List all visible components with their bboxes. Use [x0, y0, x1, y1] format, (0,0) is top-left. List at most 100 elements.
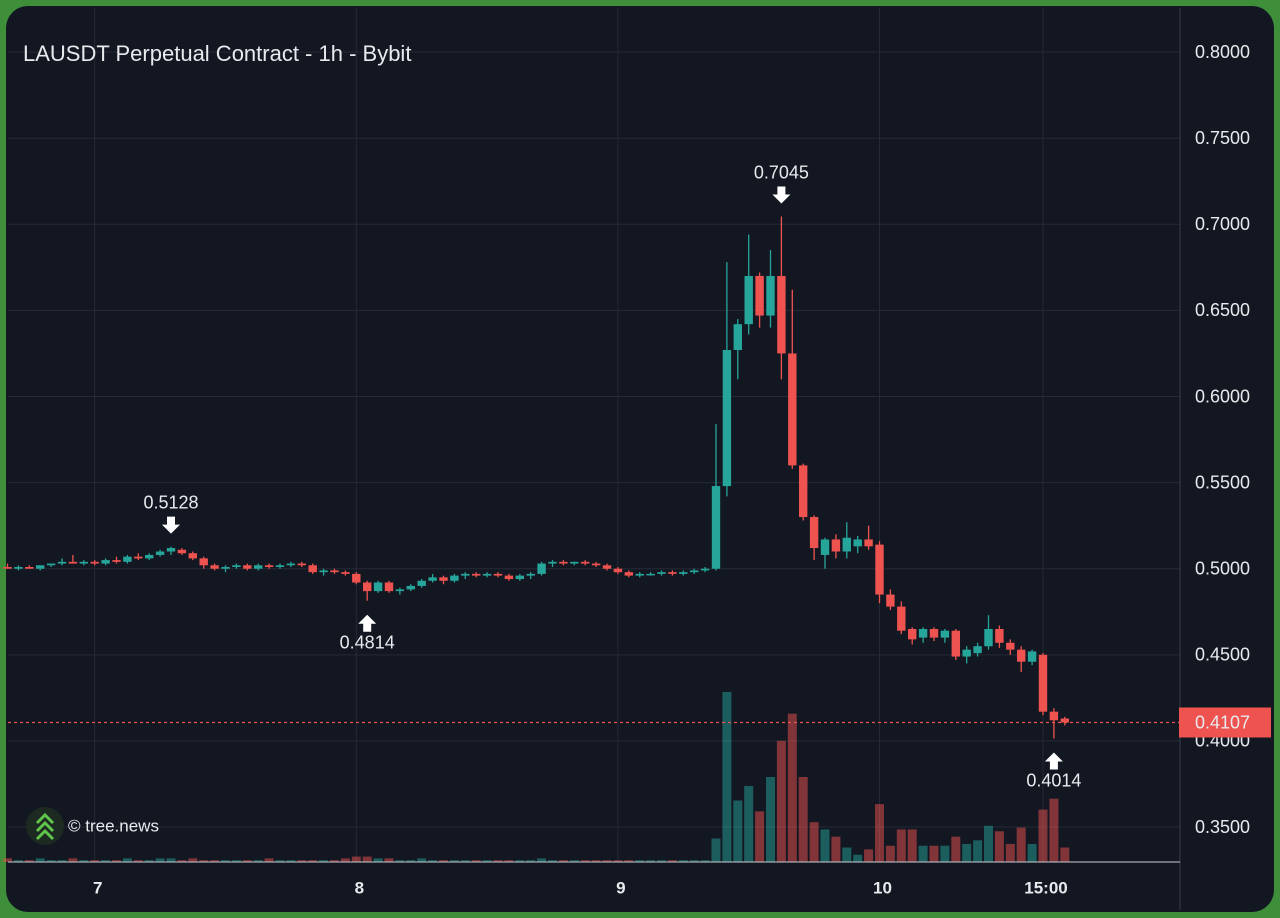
- volume-bar: [526, 860, 536, 862]
- volume-bar: [221, 860, 230, 862]
- candle-body: [548, 561, 557, 564]
- volume-bar: [275, 860, 285, 862]
- x-tick-label: 10: [873, 878, 892, 897]
- last-price-tag: [1179, 707, 1271, 738]
- volume-bar: [994, 831, 1004, 862]
- volume-bar: [286, 860, 296, 862]
- annotation-label: 0.4814: [340, 633, 395, 653]
- candle-body: [112, 560, 121, 562]
- volume-bar: [657, 860, 666, 862]
- candle-body: [777, 275, 786, 354]
- candle-body: [842, 537, 851, 552]
- candle-body: [341, 572, 350, 574]
- volume-bar: [493, 860, 503, 862]
- candle-body: [820, 539, 830, 555]
- candle-body: [330, 570, 339, 573]
- candle-body: [951, 630, 960, 657]
- candle-body: [1038, 654, 1048, 712]
- volume-bar: [57, 860, 67, 862]
- y-tick-label: 0.5000: [1195, 558, 1250, 578]
- volume-bar: [3, 858, 12, 862]
- candle-body: [733, 324, 742, 351]
- last-price-label: 0.4107: [1195, 712, 1250, 732]
- candle-body: [221, 567, 230, 569]
- volume-bar: [1027, 843, 1037, 862]
- volume-bar: [842, 847, 852, 862]
- candle-body: [537, 563, 546, 574]
- volume-bar: [558, 860, 568, 862]
- candle-body: [14, 567, 23, 569]
- candle-body: [559, 561, 568, 564]
- chart-title: LAUSDT Perpetual Contract - 1h - Bybit: [23, 41, 411, 66]
- volume-bar: [373, 858, 383, 862]
- annotation-label: 0.4014: [1026, 770, 1081, 790]
- volume-bar: [548, 860, 557, 862]
- candle-body: [918, 628, 928, 638]
- candle-body: [395, 589, 405, 592]
- axes: 0.35000.40000.45000.50000.55000.60000.65…: [93, 42, 1250, 898]
- candle-body: [864, 539, 873, 547]
- y-tick-label: 0.3500: [1195, 817, 1250, 837]
- volume-bar: [144, 860, 154, 862]
- candle-body: [962, 649, 971, 657]
- volume-bar: [340, 858, 350, 862]
- volume-bar: [700, 860, 710, 862]
- candle-body: [657, 572, 666, 574]
- volume-bar: [362, 856, 372, 862]
- candle-body: [188, 553, 197, 559]
- candle-body: [286, 563, 296, 566]
- volume-bar: [602, 860, 612, 862]
- candle-body: [123, 556, 132, 562]
- candle-body: [275, 565, 285, 568]
- candle-body: [79, 561, 88, 564]
- volume-bar: [940, 845, 950, 862]
- candle-body: [254, 565, 263, 569]
- candle-body: [373, 582, 383, 592]
- x-tick-label: 7: [93, 878, 102, 897]
- volume-bar: [918, 845, 928, 862]
- volume-bar: [984, 825, 993, 862]
- volume: [3, 692, 1070, 862]
- candle-body: [788, 353, 797, 466]
- volume-bar: [231, 860, 241, 862]
- volume-bar: [319, 860, 329, 862]
- volume-bar: [308, 860, 318, 862]
- volume-bar: [122, 858, 132, 862]
- volume-bar: [722, 692, 732, 862]
- volume-bar: [624, 860, 634, 862]
- annotation-arrow: [772, 186, 791, 204]
- candle-body: [428, 577, 437, 581]
- candle-body: [363, 582, 372, 592]
- volume-bar: [864, 849, 874, 862]
- volume-bar: [929, 845, 939, 862]
- volume-bar: [112, 860, 121, 862]
- volume-bar: [515, 860, 525, 862]
- candle-body: [809, 517, 819, 549]
- candle-body: [417, 580, 426, 586]
- candle-body: [690, 570, 699, 573]
- candle-body: [450, 575, 459, 581]
- candle-body: [36, 565, 45, 569]
- candle-body: [68, 561, 78, 564]
- volume-bar: [744, 786, 754, 862]
- volume-bar: [951, 836, 961, 862]
- candle-body: [166, 548, 176, 552]
- volume-bar: [90, 860, 100, 862]
- volume-bar: [798, 777, 808, 862]
- annotation-arrow: [358, 614, 377, 632]
- candle-body: [635, 573, 644, 576]
- volume-bar: [35, 858, 45, 862]
- candle-body: [1017, 649, 1026, 662]
- candle-body: [57, 561, 67, 564]
- candle-body: [711, 486, 721, 569]
- candle-body: [995, 628, 1004, 643]
- volume-bar: [177, 860, 187, 862]
- annotation-label: 0.7045: [754, 162, 809, 182]
- candle-body: [504, 575, 514, 580]
- x-tick-label: 15:00: [1024, 878, 1067, 897]
- volume-bar: [253, 860, 263, 862]
- candle-body: [461, 573, 470, 576]
- volume-bar: [449, 860, 459, 862]
- volume-bar: [580, 860, 590, 862]
- volume-bar: [646, 860, 656, 862]
